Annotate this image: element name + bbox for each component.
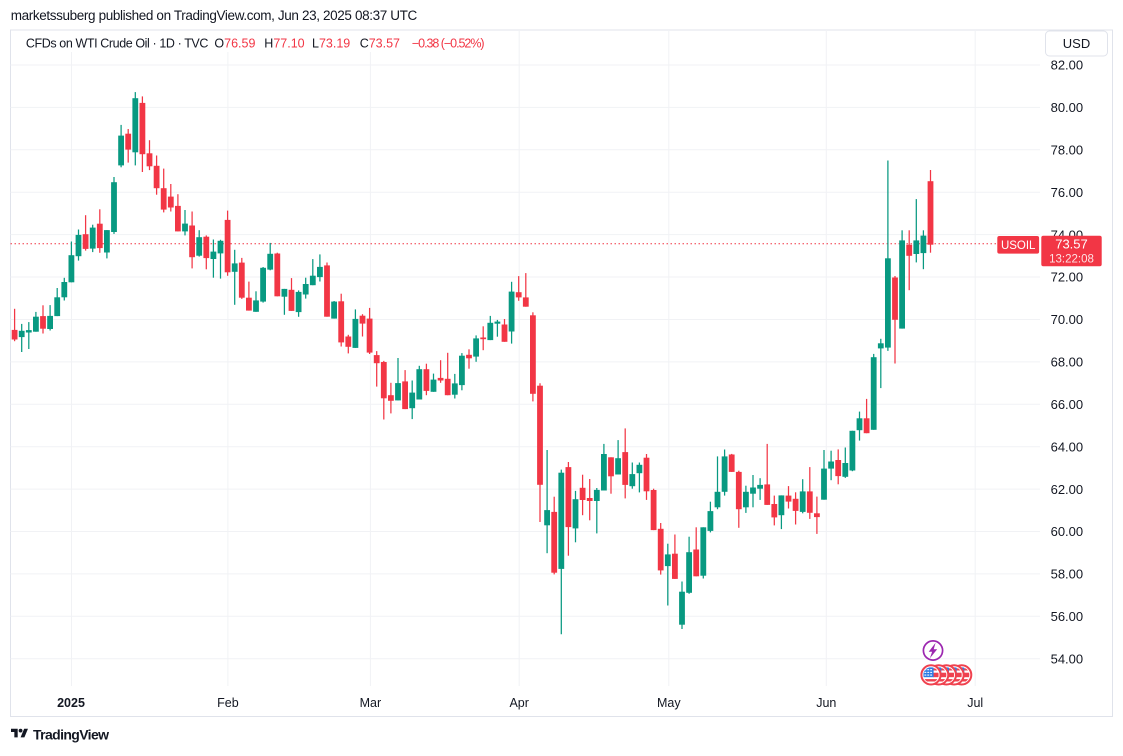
- svg-text:Jul: Jul: [967, 696, 983, 710]
- svg-text:56.00: 56.00: [1051, 609, 1084, 624]
- svg-text:USD: USD: [1063, 36, 1090, 51]
- svg-text:Jun: Jun: [816, 696, 836, 710]
- svg-text:Mar: Mar: [360, 696, 382, 710]
- svg-text:58.00: 58.00: [1051, 567, 1084, 582]
- svg-text:2025: 2025: [57, 696, 85, 710]
- svg-text:L73.19: L73.19: [312, 37, 350, 51]
- svg-text:82.00: 82.00: [1051, 58, 1084, 73]
- svg-text:66.00: 66.00: [1051, 397, 1084, 412]
- svg-text:Apr: Apr: [509, 696, 528, 710]
- svg-text:Feb: Feb: [217, 696, 239, 710]
- svg-text:68.00: 68.00: [1051, 355, 1084, 370]
- svg-text:C73.57: C73.57: [360, 37, 400, 51]
- svg-text:62.00: 62.00: [1051, 482, 1084, 497]
- svg-text:CFDs on WTI Crude Oil · 1D · T: CFDs on WTI Crude Oil · 1D · TVC: [26, 37, 209, 51]
- svg-text:60.00: 60.00: [1051, 524, 1084, 539]
- svg-text:78.00: 78.00: [1051, 143, 1084, 158]
- svg-text:−0.38 (−0.52%): −0.38 (−0.52%): [412, 37, 485, 51]
- svg-text:H77.10: H77.10: [264, 37, 304, 51]
- svg-text:13:22:08: 13:22:08: [1049, 254, 1094, 266]
- svg-text:54.00: 54.00: [1051, 651, 1084, 666]
- svg-text:May: May: [657, 696, 681, 710]
- svg-text:72.00: 72.00: [1051, 270, 1084, 285]
- svg-text:70.00: 70.00: [1051, 312, 1084, 327]
- svg-text:76.00: 76.00: [1051, 185, 1084, 200]
- svg-text:TradingView: TradingView: [33, 727, 109, 743]
- svg-text:64.00: 64.00: [1051, 439, 1084, 454]
- svg-text:80.00: 80.00: [1051, 100, 1084, 115]
- svg-text:marketssuberg published on Tra: marketssuberg published on TradingView.c…: [11, 8, 418, 23]
- svg-text:USOIL: USOIL: [1001, 240, 1036, 252]
- svg-text:O76.59: O76.59: [214, 37, 255, 51]
- svg-text:73.57: 73.57: [1055, 237, 1088, 252]
